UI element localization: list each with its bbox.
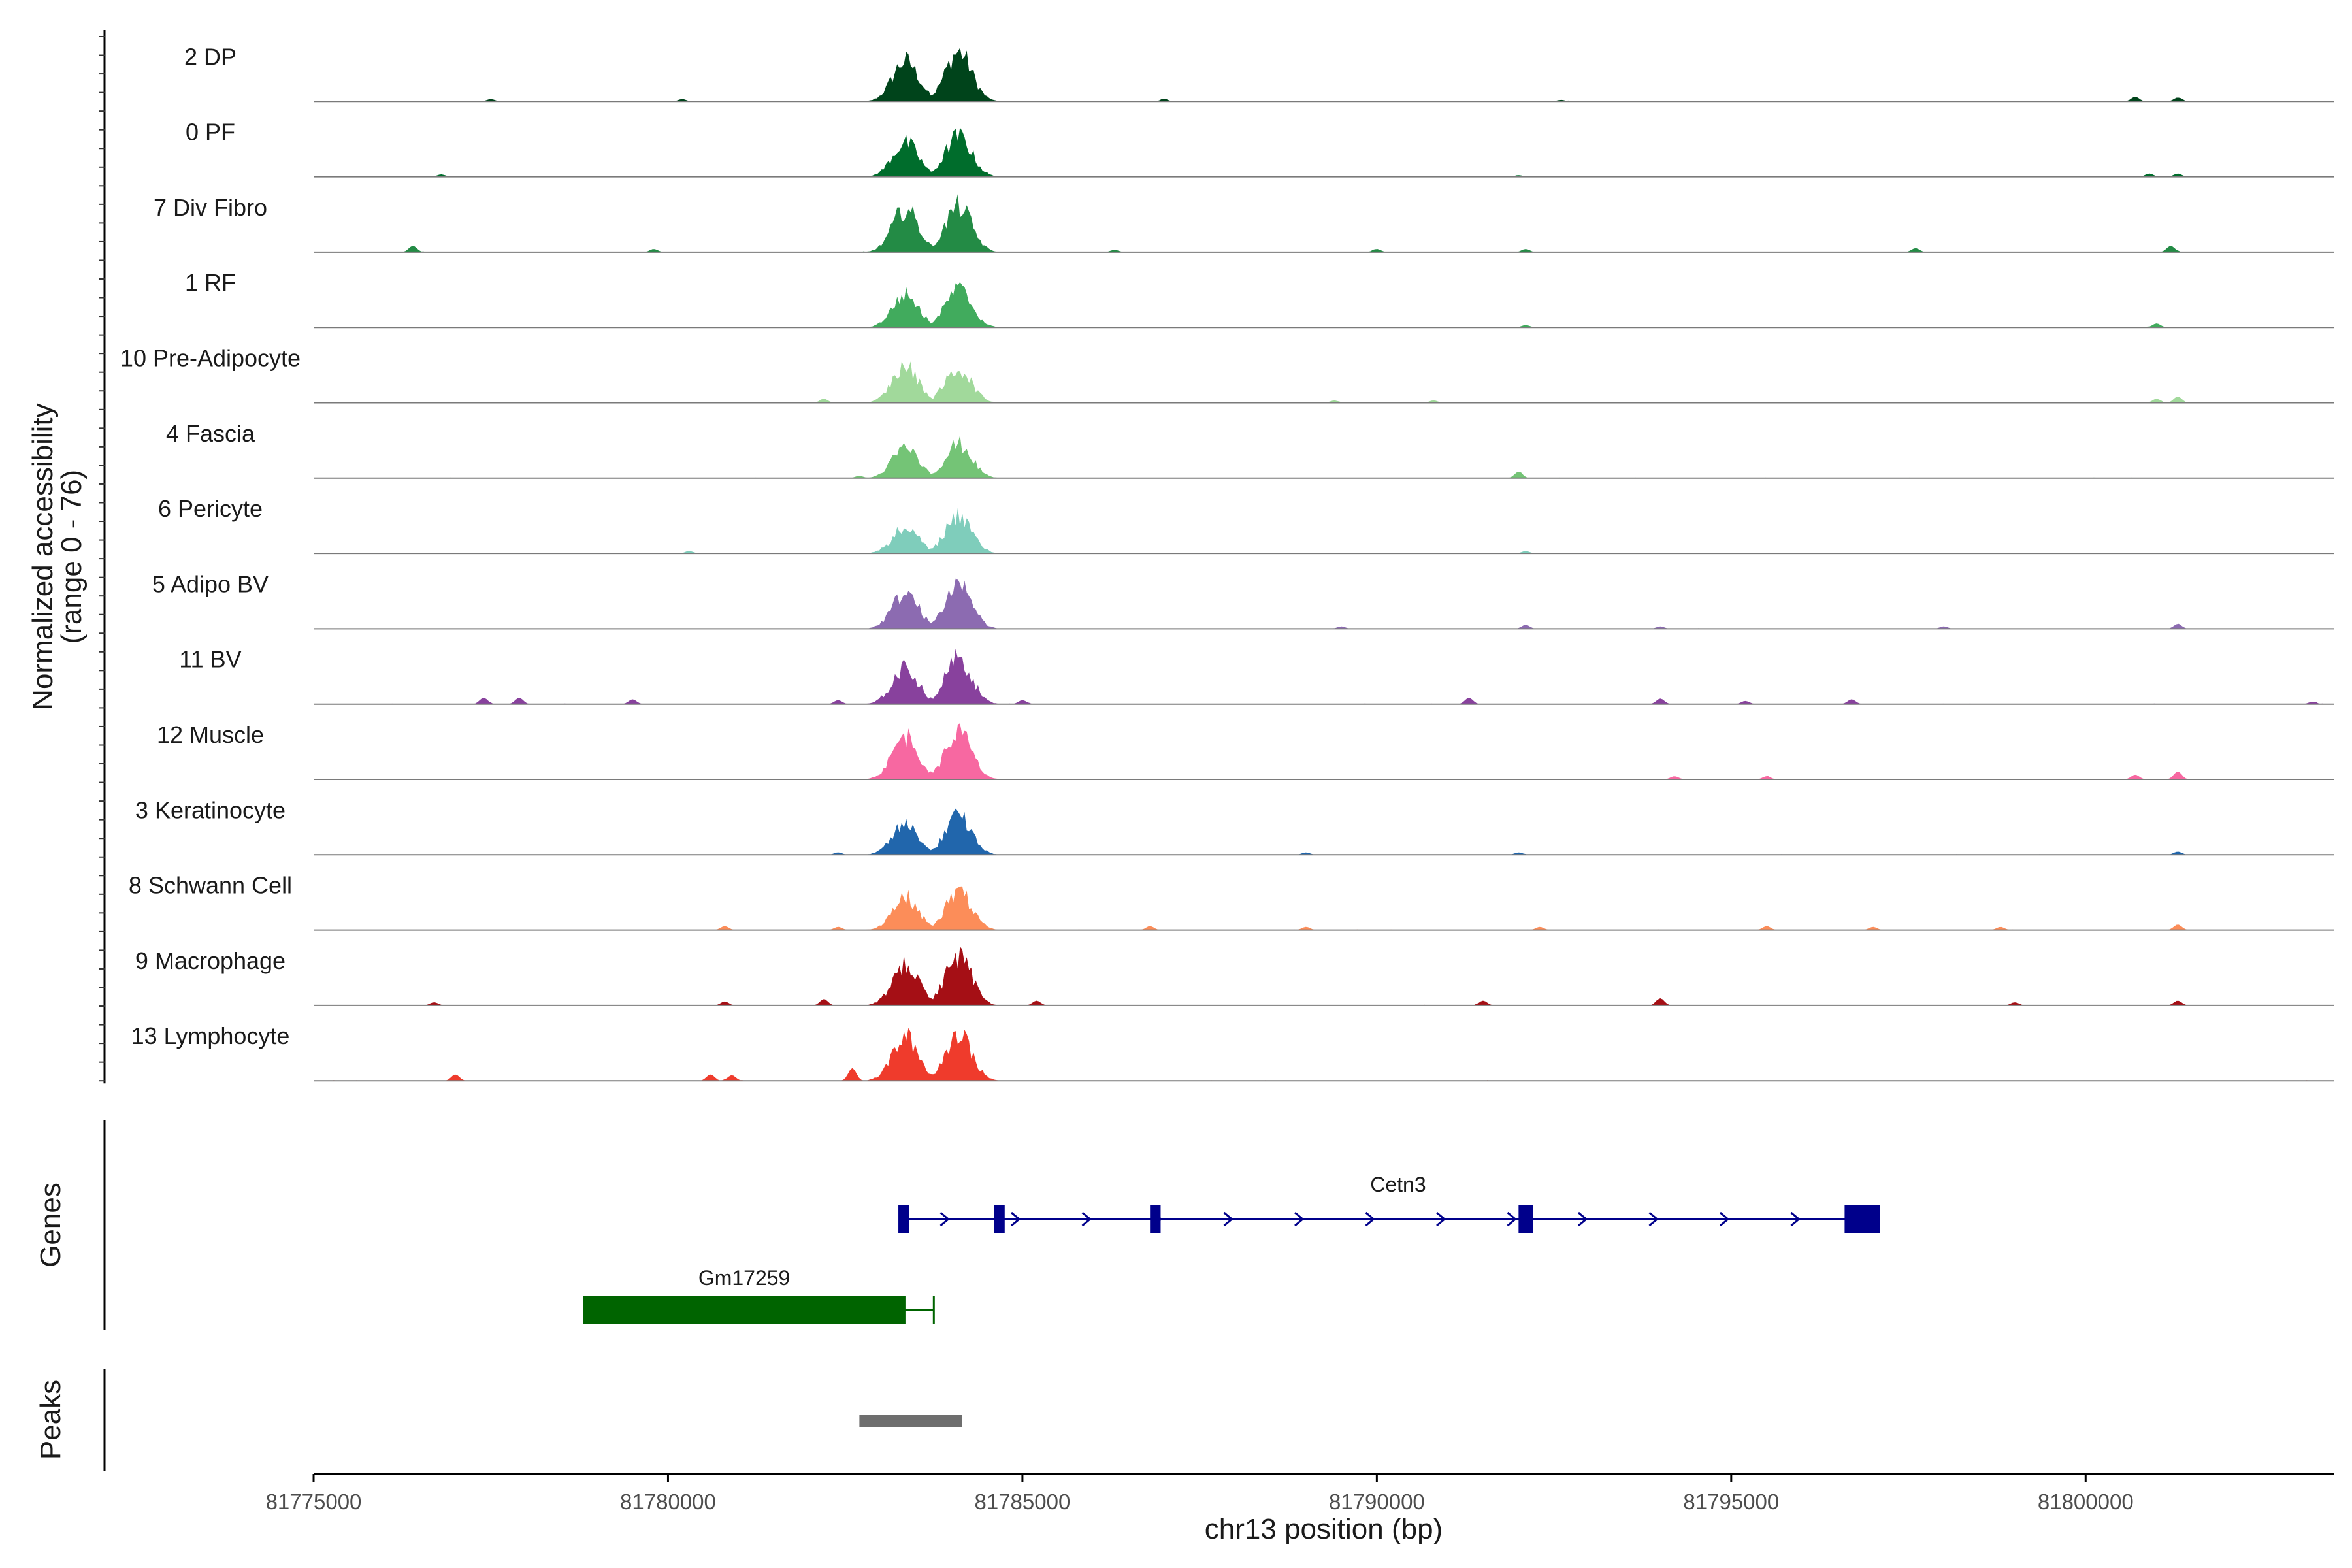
strand-arrow [1578,1211,1588,1227]
strand-arrow [939,1211,950,1227]
y-axis [99,30,106,1084]
y-axis-range: (range 0 - 76) [56,470,88,644]
x-tick-label: 81775000 [266,1490,362,1514]
strand-arrow [1223,1211,1233,1227]
track-2-dp: 2 DP [184,43,2334,103]
gene-label: Cetn3 [1370,1173,1426,1196]
gene-exon [1844,1205,1880,1233]
track-12-muscle: 12 Muscle [157,721,2334,780]
x-tick-label: 81800000 [2038,1490,2134,1514]
x-axis-title: chr13 position (bp) [1205,1513,1443,1545]
coverage-area [314,649,2334,704]
gene-exon [1518,1205,1533,1233]
peaks-track [103,1369,962,1471]
coverage-area [314,947,2334,1005]
coverage-area [314,435,2334,478]
coverage-area [314,578,2334,629]
track-13-lymphocyte: 13 Lymphocyte [131,1022,2334,1082]
track-4-fascia: 4 Fascia [166,420,2334,479]
track-3-keratinocyte: 3 Keratinocyte [135,796,2334,856]
track-label: 12 Muscle [157,721,264,748]
strand-arrow [1720,1211,1730,1227]
strand-arrow [1294,1211,1305,1227]
strand-arrow [1507,1211,1517,1227]
strand-arrow [1081,1211,1092,1227]
coverage-area [314,808,2334,855]
x-tick-label: 81785000 [974,1490,1070,1514]
coverage-area [314,1028,2334,1081]
coverage-area [314,194,2334,252]
strand-arrow [1648,1211,1659,1227]
track-label: 3 Keratinocyte [135,796,286,823]
coverage-area [314,282,2334,328]
gene-exon [994,1205,1005,1233]
gene-exon [583,1296,906,1324]
strand-arrow [1790,1211,1801,1227]
coverage-area [314,723,2334,779]
track-label: 9 Macrophage [135,947,286,974]
track-11-bv: 11 BV [179,646,2334,705]
coverage-area [314,886,2334,930]
coverage-area [314,48,2334,102]
strand-arrow [1436,1211,1446,1227]
peak-region [859,1415,962,1427]
track-8-schwann-cell: 8 Schwann Cell [129,872,2334,931]
track-9-macrophage: 9 Macrophage [135,947,2334,1006]
track-label: 10 Pre-Adipocyte [120,345,301,372]
track-0-pf: 0 PF [186,119,2334,178]
coverage-area [314,127,2334,177]
gene-exon [1150,1205,1161,1233]
y-axis-title: Normalized accessibility [27,403,59,710]
coverage-area [314,507,2334,554]
x-axis: 81775000 81780000 81785000 81790000 81795000… [266,1473,2334,1514]
track-label: 8 Schwann Cell [129,872,292,899]
track-label: 2 DP [184,43,237,70]
coverage-tracks: 2 DP 0 PF 7 Div Fibro 1 RF 10 Pre-Adipocyte 4… [120,43,2334,1082]
track-label: 5 Adipo BV [152,570,269,597]
gene-exon [898,1205,909,1233]
track-label: 7 Div Fibro [154,194,267,221]
genes-track: Cetn3 Gm17259 [103,1120,1880,1330]
track-label: 1 RF [185,269,236,296]
track-label: 11 BV [179,646,241,673]
x-tick-label: 81790000 [1329,1490,1425,1514]
track-5-adipo-bv: 5 Adipo BV [152,570,2334,630]
track-6-pericyte: 6 Pericyte [158,495,2334,555]
peaks-track-title: Peaks [35,1380,67,1460]
gene-gm17259: Gm17259 [583,1266,935,1324]
gene-label: Gm17259 [698,1266,791,1290]
track-7-div-fibro: 7 Div Fibro [154,194,2334,253]
gene-cetn3: Cetn3 [898,1173,1880,1233]
strand-arrow [1011,1211,1021,1227]
strand-arrow [1365,1211,1375,1227]
x-tick-label: 81795000 [1683,1490,1779,1514]
track-label: 0 PF [186,119,235,146]
strand-arrow [1152,1211,1163,1227]
track-label: 6 Pericyte [158,495,263,522]
coverage-area [314,361,2334,403]
track-label: 13 Lymphocyte [131,1022,290,1049]
genes-track-title: Genes [35,1183,67,1267]
track-10-pre-adipocyte: 10 Pre-Adipocyte [120,345,2334,404]
track-label: 4 Fascia [166,420,255,447]
x-tick-label: 81780000 [620,1490,716,1514]
track-1-rf: 1 RF [185,269,2334,329]
